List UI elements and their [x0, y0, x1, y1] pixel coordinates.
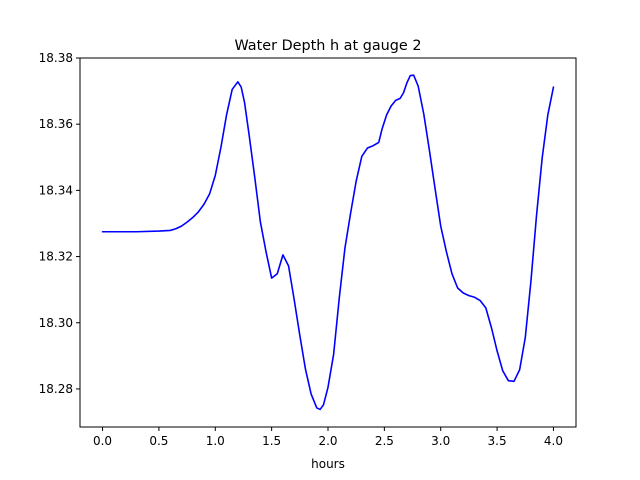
x-tick-label: 3.0 [431, 434, 450, 448]
y-tick-label: 18.30 [39, 316, 73, 330]
plot-frame [79, 57, 577, 428]
x-tick-label: 2.5 [375, 434, 394, 448]
x-tick-label: 1.0 [206, 434, 225, 448]
y-tick-label: 18.34 [39, 183, 73, 197]
x-tick-label: 0.0 [93, 434, 112, 448]
x-tick-label: 2.0 [318, 434, 337, 448]
y-tick-label: 18.38 [39, 51, 73, 65]
series-line-1 [101, 74, 555, 411]
plot-area [101, 74, 555, 411]
x-tick-label: 1.5 [262, 434, 281, 448]
x-tick-label: 0.5 [149, 434, 168, 448]
y-tick-label: 18.28 [39, 382, 73, 396]
y-tick-label: 18.32 [39, 250, 73, 264]
y-axis: 18.28 18.30 18.32 18.34 18.36 18.38 [39, 51, 80, 396]
x-tick-label: 4.0 [544, 434, 563, 448]
x-tick-label: 3.5 [488, 434, 507, 448]
chart-title: Water Depth h at gauge 2 [234, 38, 421, 54]
x-axis-label: hours [311, 457, 345, 471]
y-tick-label: 18.36 [39, 117, 73, 131]
x-axis: 0.0 0.5 1.0 1.5 2.0 2.5 3.0 3.5 4.0 [93, 427, 563, 448]
